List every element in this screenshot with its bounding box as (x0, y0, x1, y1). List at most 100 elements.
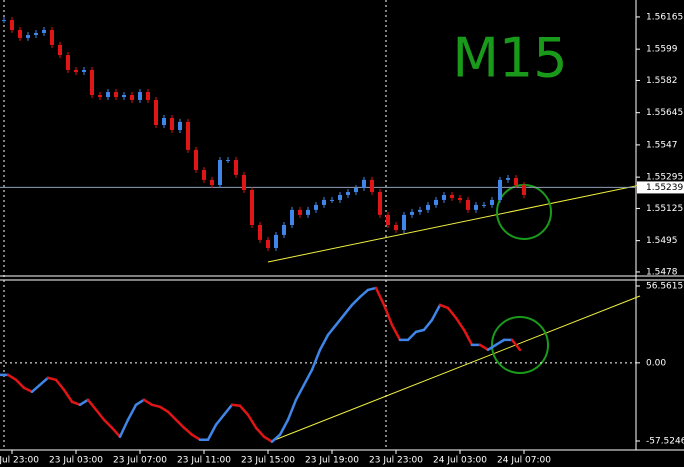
indicator-segment (454, 316, 466, 332)
candle (114, 92, 118, 98)
y-tick-label: 1.55295 (646, 173, 683, 183)
candle (202, 169, 206, 180)
indicator-segment (262, 435, 274, 443)
candle (386, 214, 390, 225)
indicator-segment (166, 410, 178, 422)
indicator-segment (6, 373, 18, 382)
indicator-segment (294, 383, 306, 402)
indicator-segment (54, 378, 66, 392)
timeframe-label: M15 (452, 27, 567, 90)
x-tick-label: 23 Jul 07:00 (113, 456, 167, 466)
indicator-segment (182, 426, 194, 436)
indicator-segment (438, 303, 450, 310)
candle (90, 69, 94, 96)
indicator-segment (286, 398, 298, 422)
candle (290, 209, 294, 225)
indicator-segment (230, 403, 242, 408)
candle (426, 204, 430, 210)
y-tick-label: 1.5495 (646, 236, 678, 246)
price-label: 1.55239 (646, 183, 683, 193)
indicator-segment (382, 303, 394, 327)
candle (18, 30, 22, 38)
candle (370, 179, 374, 193)
y-tick-label: 1.56165 (646, 12, 683, 22)
indicator-segment (430, 303, 442, 322)
indicator-segment (174, 418, 186, 429)
y-tick-label: 1.5599 (646, 45, 678, 55)
candle (306, 209, 310, 215)
candle (218, 160, 222, 186)
x-tick-label: 22 Jul 23:00 (0, 456, 39, 466)
indicator-segment (350, 295, 362, 307)
candle (410, 211, 414, 215)
candle (490, 199, 494, 205)
indicator-segment (70, 400, 82, 407)
candle (330, 199, 334, 201)
candle (146, 92, 150, 100)
candle (378, 192, 382, 215)
indicator-segment (150, 403, 162, 409)
x-tick-label: 23 Jul 23:00 (369, 456, 423, 466)
candle (82, 69, 86, 72)
y-tick-label: 1.55645 (646, 108, 683, 118)
indicator-segment (446, 306, 458, 320)
indicator-segment (222, 403, 234, 417)
indicator-segment (94, 408, 106, 422)
candle (338, 194, 342, 200)
candle (98, 95, 102, 98)
indicator-segment (134, 398, 146, 407)
candle (2, 20, 6, 22)
indicator-segment (190, 433, 202, 441)
candle (10, 20, 14, 31)
candle (522, 185, 526, 195)
indicator-segment (422, 318, 434, 332)
indicator-segment (278, 418, 290, 436)
y-tick-label: 0.00 (646, 358, 666, 368)
candle (186, 121, 190, 150)
candle (402, 214, 406, 230)
indicator-segment (494, 338, 506, 347)
highlight-circle (491, 316, 549, 374)
indicator-segment (118, 418, 130, 438)
candle (354, 187, 358, 193)
x-tick-label: 23 Jul 19:00 (305, 456, 359, 466)
candle (210, 179, 214, 186)
indicator-segment (406, 330, 418, 342)
x-tick-label: 24 Jul 07:00 (497, 456, 551, 466)
candle (282, 224, 286, 235)
indicator-segment (22, 386, 34, 394)
candle (418, 209, 422, 212)
y-tick-label: 1.5582 (646, 76, 678, 86)
candle (138, 92, 142, 100)
candle (106, 92, 110, 98)
indicator-segment (334, 313, 346, 327)
indicator-segment (310, 348, 322, 372)
indicator-segment (206, 423, 218, 441)
candle (362, 179, 366, 188)
candle (130, 95, 134, 100)
candle (346, 192, 350, 195)
y-tick-label: 1.55125 (646, 204, 683, 214)
indicator-segment (102, 418, 114, 429)
candle (66, 55, 70, 70)
indicator-segment (318, 333, 330, 352)
indicator-segment (366, 286, 378, 292)
candle (42, 30, 46, 33)
indicator-segment (358, 288, 370, 299)
candle (474, 204, 478, 210)
candle (226, 160, 230, 162)
indicator-segment (38, 376, 50, 387)
candle (234, 160, 238, 175)
indicator-segment (254, 426, 266, 438)
trend-line (267, 184, 641, 263)
candle (442, 194, 446, 200)
candle (298, 209, 302, 215)
candle (154, 99, 158, 126)
candle (58, 44, 62, 56)
candle (74, 69, 78, 72)
indicator-segment (86, 398, 98, 412)
indicator-segment (270, 433, 282, 443)
candle (450, 194, 454, 198)
y-tick-label: 1.5547 (646, 140, 678, 150)
price-label-box (637, 181, 684, 194)
